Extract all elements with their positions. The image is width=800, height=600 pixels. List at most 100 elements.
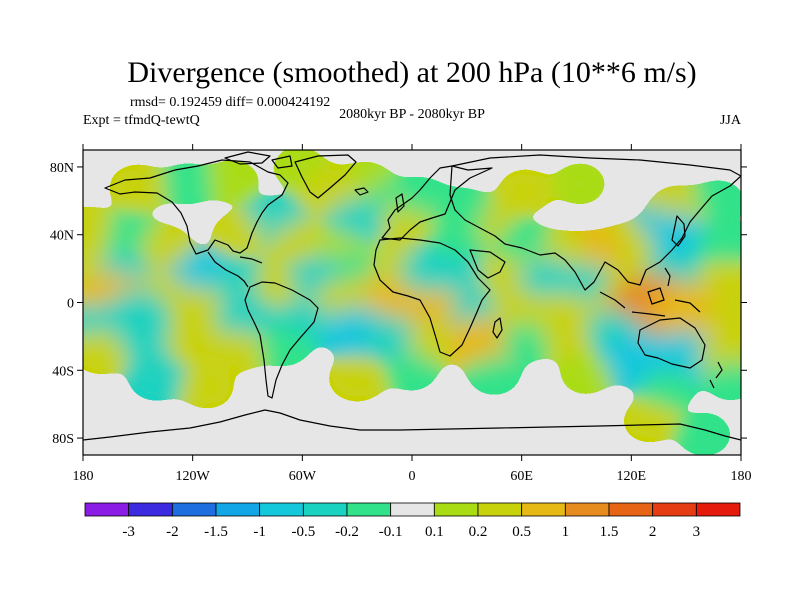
colorbar-swatch (390, 502, 435, 517)
divergence-feature (104, 217, 154, 252)
colorbar-swatch (564, 502, 610, 517)
y-tick-label: 80S (52, 432, 74, 447)
divergence-feature (163, 167, 211, 200)
coastline-madagascar (492, 317, 503, 339)
divergence-feature (165, 320, 221, 359)
colorbar: -3 -2 -1.5 -1 -0.5 -0.2 -0.1 0.1 0.2 0.5 1 1.5 2 3 (84, 502, 741, 540)
coastline-iceland (354, 187, 369, 196)
colorbar-label: -3 (122, 524, 135, 540)
coastline-north-america (104, 159, 289, 255)
colorbar-label: 0.5 (512, 524, 531, 540)
y-tick-label: 40S (52, 364, 74, 379)
coastline-arabia (469, 249, 506, 279)
coastline-antarctica (83, 409, 741, 441)
divergence-feature (698, 226, 741, 260)
divergence-feature (562, 357, 609, 390)
colorbar-swatch (84, 502, 130, 517)
divergence-feature (653, 330, 719, 376)
divergence-feature (695, 184, 741, 217)
colorbar-swatch (477, 502, 523, 517)
divergence-feature (680, 417, 729, 452)
divergence-feature (388, 354, 436, 387)
coastline-africa (373, 237, 491, 357)
divergence-feature (434, 222, 481, 255)
colorbar-label: -0.1 (379, 524, 403, 540)
x-tick-label: 60W (289, 469, 317, 484)
divergence-feature (259, 328, 309, 362)
divergence-feature (83, 330, 130, 370)
coastline-australia (637, 317, 706, 369)
divergence-feature (275, 150, 322, 184)
colorbar-swatch (346, 502, 392, 517)
coastline-arctic-islands (224, 151, 293, 169)
divergence-feature (118, 320, 176, 360)
x-tick-label: 120W (176, 469, 211, 484)
divergence-feature (500, 173, 550, 208)
divergence-feature (301, 171, 359, 211)
colorbar-label: -2 (166, 524, 179, 540)
coastline-asia (449, 154, 741, 291)
divergence-feature (643, 370, 693, 405)
divergence-feature (707, 361, 741, 396)
divergence-feature (448, 317, 514, 363)
x-tick-label: 120E (617, 469, 647, 484)
colorbar-label: 2 (649, 524, 657, 540)
coastline-indonesia (599, 287, 701, 317)
colorbar-label: 3 (693, 524, 701, 540)
colorbar-label: 1.5 (600, 524, 619, 540)
chart-title: Divergence (smoothed) at 200 hPa (10**6 … (127, 56, 696, 89)
y-tick-label: 80N (50, 161, 74, 176)
colorbar-swatch (128, 502, 173, 517)
coastlines (83, 151, 741, 441)
colorbar-swatch (259, 502, 304, 517)
coastline-great-britain (395, 193, 405, 213)
coastline-cuba (239, 256, 263, 264)
rmsd-diff-label: rmsd= 0.192459 diff= 0.000424192 (130, 95, 330, 110)
coastline-japan (671, 215, 686, 247)
divergence-feature (625, 404, 675, 438)
divergence-feature (330, 199, 384, 236)
x-tick-label: 180 (73, 469, 94, 484)
divergence-fields (83, 150, 741, 452)
divergence-feature (497, 226, 547, 260)
colorbar-swatch (608, 502, 654, 517)
divergence-feature (211, 263, 265, 301)
colorbar-label: -0.2 (335, 524, 359, 540)
divergence-feature (705, 294, 741, 331)
plot-area (82, 149, 742, 456)
divergence-feature (407, 321, 461, 358)
divergence-feature (542, 319, 592, 354)
period-label: 2080kyr BP - 2080kyr BP (339, 107, 485, 122)
divergence-feature (213, 217, 263, 252)
x-tick-label: 0 (409, 469, 416, 484)
colorbar-label: -0.5 (291, 524, 315, 540)
divergence-feature (397, 181, 445, 214)
divergence-feature (273, 224, 325, 259)
divergence-feature (209, 164, 257, 197)
divergence-feature (182, 370, 232, 405)
divergence-feature (500, 322, 550, 357)
divergence-feature (493, 291, 551, 331)
divergence-feature (469, 356, 519, 391)
divergence-feature (535, 292, 589, 330)
divergence-feature (365, 316, 423, 356)
divergence-feature (518, 259, 580, 302)
divergence-feature (111, 169, 165, 206)
coastline-philippines (664, 267, 671, 287)
divergence-feature (440, 260, 494, 297)
coastline-new-zealand (709, 361, 723, 389)
divergence-feature (140, 229, 190, 264)
colorbar-swatch (695, 502, 741, 517)
colorbar-label: -1 (253, 524, 266, 540)
divergence-feature (130, 361, 182, 397)
divergence-feature (556, 167, 604, 200)
colorbar-swatch (652, 502, 697, 517)
colorbar-label: 1 (562, 524, 570, 540)
coastline-south-america (244, 281, 319, 399)
colorbar-label: 0.1 (425, 524, 444, 540)
colorbar-swatch (521, 502, 566, 517)
colorbar-label: 0.2 (469, 524, 488, 540)
season-label: JJA (720, 113, 742, 128)
x-tick-label: 60E (510, 469, 533, 484)
